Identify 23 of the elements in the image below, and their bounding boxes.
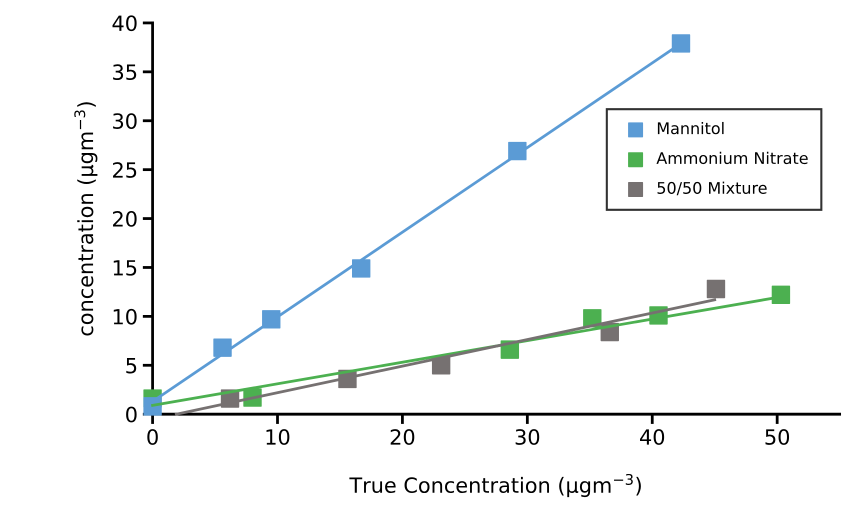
- y-tick-label: 15: [114, 260, 136, 276]
- y-tick-label: 10: [114, 308, 137, 325]
- y-tick-label: 0: [126, 406, 137, 422]
- legend-label: Ammonium Nitrate: [656, 152, 808, 164]
- point: [772, 286, 790, 304]
- y-axis-title: concentration (µgm$^{−3}$): [74, 102, 98, 336]
- point: [706, 280, 726, 298]
- y-tick-label: 30: [113, 113, 137, 129]
- y-tick-label: 35: [113, 64, 136, 80]
- legend-label: Mannitol: [658, 122, 724, 134]
- y-tick-label: 25: [113, 162, 136, 178]
- x-axis-title: True Concentration (µgm$^{−3}$): [349, 474, 641, 498]
- x-tick-label: 0: [147, 429, 158, 445]
- x-tick-label: 20: [390, 429, 414, 445]
- x-tick-label: 40: [640, 429, 664, 445]
- point: [352, 259, 370, 278]
- x-tick-label: 50: [766, 429, 790, 445]
- y-tick-label: 20: [113, 211, 137, 227]
- legend-label: 50/50 Mixture: [658, 182, 767, 196]
- x-tick-label: 30: [516, 429, 540, 445]
- y-tick-label: 40: [112, 15, 137, 32]
- y-tick-label: 5: [126, 358, 136, 374]
- x-tick-label: 10: [266, 429, 290, 445]
